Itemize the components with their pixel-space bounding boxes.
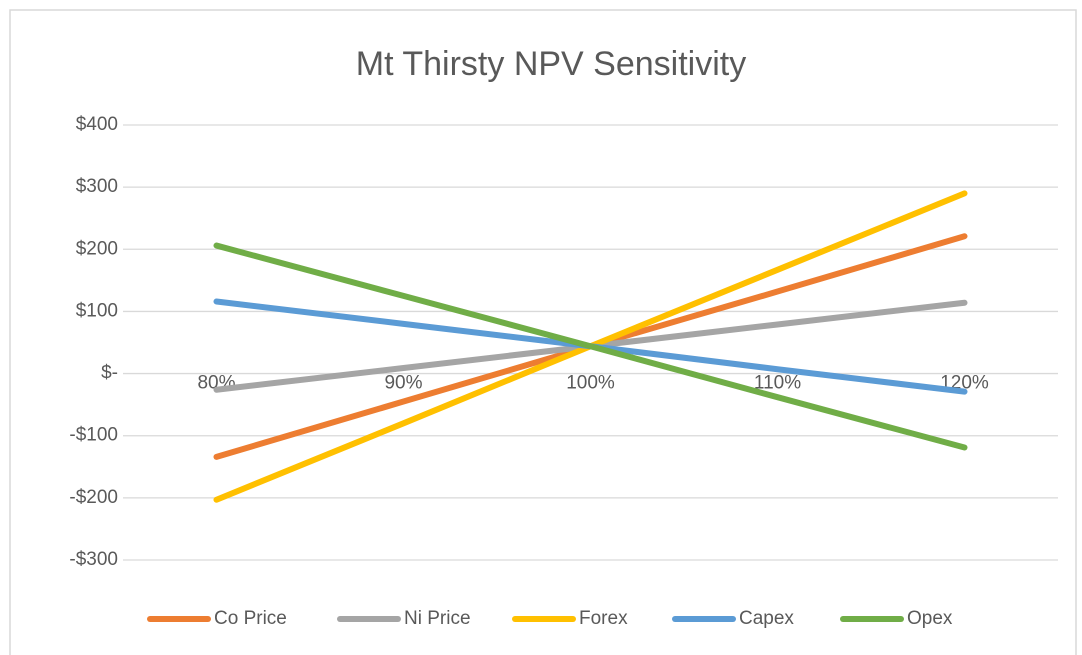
y-tick-label: $300 (76, 176, 118, 197)
x-tick-label: 110% (754, 373, 801, 394)
y-tick-label: -$200 (69, 487, 118, 508)
y-tick-label: $400 (76, 114, 118, 135)
x-tick-label: 100% (566, 373, 615, 394)
chart-title: Mt Thirsty NPV Sensitivity (356, 45, 746, 83)
x-tick-label: 90% (384, 373, 422, 394)
legend-label: Ni Price (404, 608, 471, 629)
y-tick-label: $- (101, 363, 118, 384)
series-line (213, 242, 968, 451)
y-tick-label: -$300 (69, 549, 118, 570)
legend-label: Capex (739, 608, 794, 629)
y-tick-label: -$100 (69, 425, 118, 446)
legend-label: Forex (579, 608, 628, 629)
y-tick-label: $100 (76, 300, 118, 321)
legend-label: Opex (907, 608, 953, 629)
y-tick-label: $200 (76, 238, 118, 259)
legend-label: Co Price (214, 608, 287, 629)
